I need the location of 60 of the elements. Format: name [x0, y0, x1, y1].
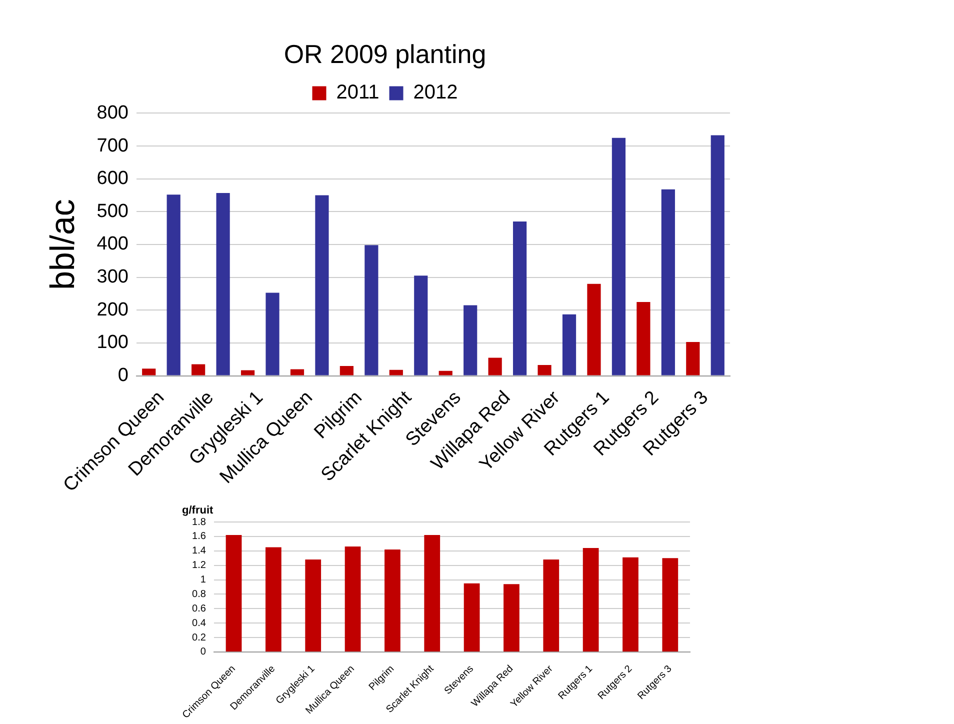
y-tick-label: 600 [96, 168, 128, 190]
legend-label: 2012 [413, 82, 458, 104]
bar [266, 292, 280, 376]
chart-title: OR 2009 planting [284, 38, 486, 69]
y-tick-label: 1.6 [192, 531, 206, 542]
bar [192, 364, 206, 376]
y-tick-label: 0.8 [192, 588, 206, 600]
y-tick-label: 500 [96, 200, 128, 222]
y-tick-label: 400 [96, 234, 128, 255]
y-tick-label: 0.6 [192, 603, 206, 614]
bar [612, 138, 626, 376]
y-axis-title: g/fruit [182, 504, 214, 517]
y-tick-label: 1 [200, 574, 206, 586]
y-tick-label: 0 [200, 646, 206, 658]
bar [582, 548, 599, 652]
bar [305, 560, 322, 652]
bar [340, 366, 354, 376]
bar [686, 342, 700, 376]
bar [587, 284, 601, 376]
bar [414, 276, 428, 376]
bar [226, 535, 242, 652]
y-tick-label: 0.4 [192, 618, 206, 629]
bar [464, 583, 480, 652]
bar [389, 370, 403, 376]
bar [513, 222, 527, 376]
bar [662, 558, 678, 652]
bar [538, 364, 552, 376]
y-tick-label: 700 [96, 135, 128, 156]
y-tick-label: 1.2 [192, 560, 206, 572]
bar [166, 194, 180, 376]
y-tick-label: 300 [96, 266, 128, 288]
bar [384, 549, 400, 652]
y-tick-label: 800 [96, 102, 128, 124]
bar [543, 560, 560, 652]
y-tick-label: 0.2 [192, 632, 206, 644]
bar [464, 305, 478, 376]
bar [622, 557, 638, 652]
y-tick-label: 100 [96, 332, 128, 354]
bar [240, 370, 255, 376]
bar [504, 584, 520, 652]
y-tick-label: 1.8 [192, 516, 206, 528]
bar [216, 192, 230, 376]
bar [710, 135, 724, 376]
bar [290, 369, 304, 376]
bar [488, 358, 502, 376]
bar [266, 547, 282, 652]
bar [424, 535, 440, 652]
bar [636, 302, 650, 376]
y-axis-title: bbl/ac [44, 199, 82, 290]
bar [344, 546, 361, 652]
bar [315, 195, 329, 376]
legend-label: 2011 [336, 82, 380, 104]
y-tick-label: 1.4 [192, 546, 206, 557]
bar [364, 245, 378, 376]
y-tick-label: 0 [118, 365, 128, 386]
bar [142, 368, 156, 376]
bar [562, 314, 576, 376]
bar [661, 189, 675, 376]
y-tick-label: 200 [96, 299, 128, 320]
bar [438, 370, 452, 376]
